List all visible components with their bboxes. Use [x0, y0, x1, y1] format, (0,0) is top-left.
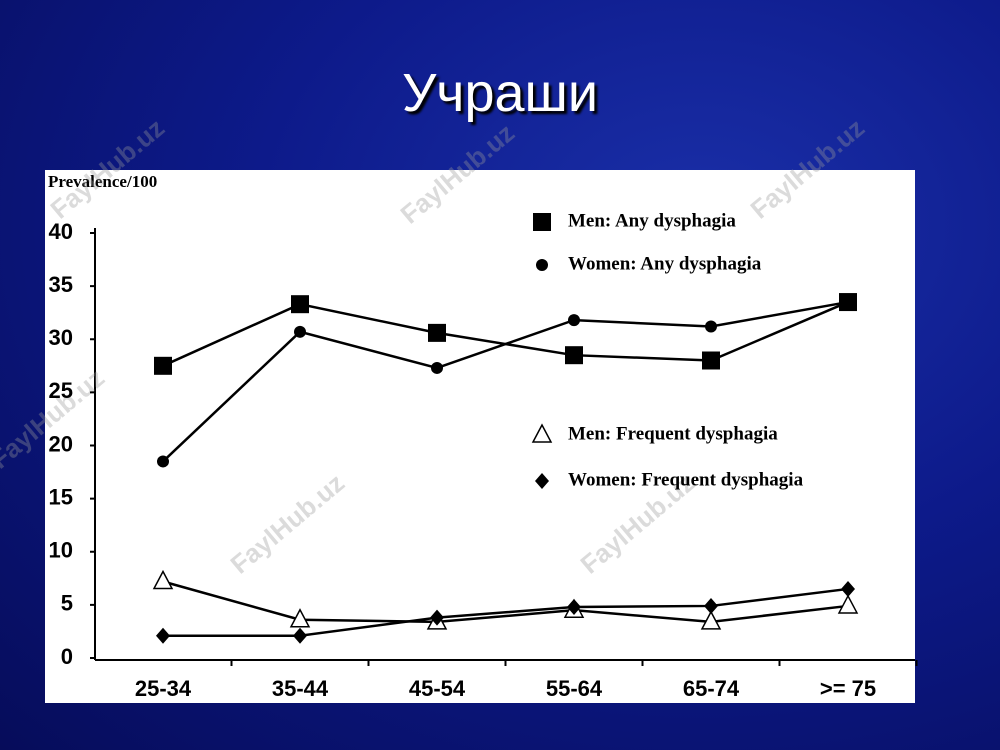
legend-label: Men: Frequent dysphagia [568, 423, 778, 444]
legend-marker [531, 423, 553, 443]
data-point [154, 356, 172, 375]
data-point [157, 455, 169, 468]
y-tick-label: 30 [49, 325, 73, 350]
chart-panel [45, 170, 915, 703]
data-point [702, 351, 720, 370]
y-tick-label: 0 [61, 644, 73, 669]
legend-label: Women: Any dysphagia [568, 253, 762, 274]
y-tick-label: 25 [49, 378, 73, 403]
data-point [700, 610, 722, 630]
y-tick-label: 20 [49, 431, 73, 456]
y-tick-label: 40 [49, 219, 73, 244]
data-point [156, 627, 170, 644]
slide-title: Учраши [402, 63, 598, 123]
data-point [568, 314, 580, 327]
legend-marker [535, 473, 549, 489]
x-tick-label: 25-34 [135, 676, 192, 701]
legend-label: Men: Any dysphagia [568, 210, 736, 231]
data-point [841, 580, 855, 597]
y-tick-label: 5 [61, 591, 73, 616]
data-point [294, 325, 306, 338]
legend-marker [536, 259, 548, 271]
data-point [705, 320, 717, 333]
x-tick-label: 45-54 [409, 676, 466, 701]
x-tick-label: >= 75 [820, 676, 876, 701]
legend-marker [533, 213, 551, 231]
data-point [565, 346, 583, 365]
data-point [431, 361, 443, 374]
y-tick-label: 15 [49, 484, 73, 509]
data-point [837, 594, 859, 614]
data-point [842, 296, 854, 309]
y-axis-label: Prevalence/100 [48, 172, 157, 191]
x-tick-label: 65-74 [683, 676, 740, 701]
data-point [152, 569, 174, 590]
legend-label: Women: Frequent dysphagia [568, 469, 804, 490]
data-point [289, 608, 311, 628]
y-tick-label: 35 [49, 272, 73, 297]
data-point [428, 323, 446, 342]
data-point [430, 609, 444, 626]
data-point [291, 295, 309, 314]
data-point [293, 627, 307, 644]
y-tick-label: 10 [49, 538, 73, 563]
x-tick-label: 35-44 [272, 676, 329, 701]
data-point [567, 599, 581, 615]
series-line [162, 300, 849, 463]
series-line [163, 587, 849, 637]
series-line [162, 580, 849, 624]
x-tick-label: 55-64 [546, 676, 603, 701]
data-point [704, 597, 718, 614]
